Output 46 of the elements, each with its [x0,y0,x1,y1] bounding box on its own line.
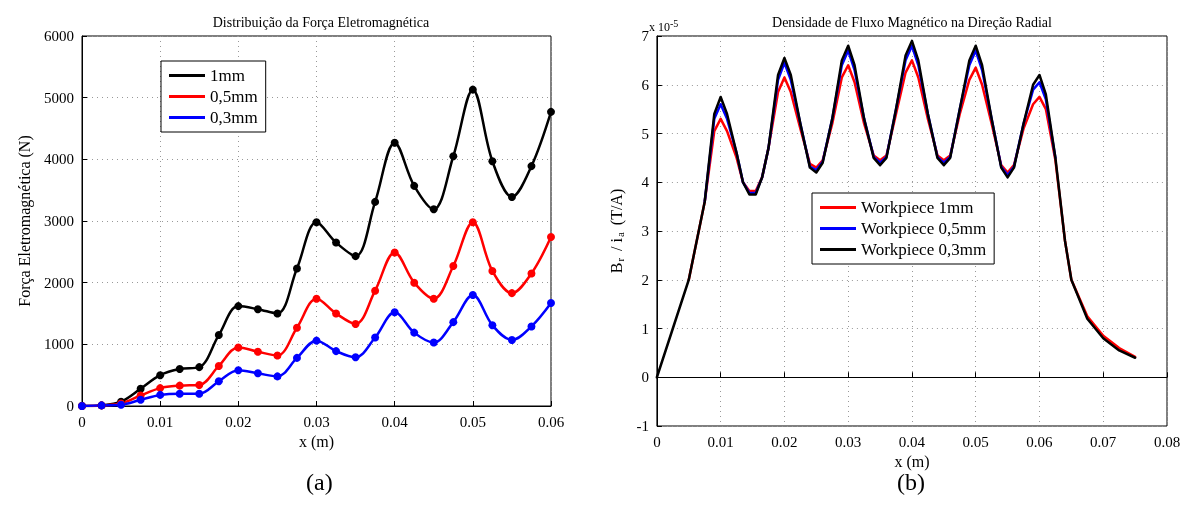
x-tick-label: 0 [78,413,86,430]
y-axis-title: Força Eletromagnética (N) [15,135,34,307]
x-tick-label: 0 [653,433,661,450]
y-tick-label: 2 [641,271,649,288]
x-tick-label: 0.03 [835,433,862,450]
x-axis-title: x (m) [298,433,335,452]
x-tick-label: 0.06 [1026,433,1054,450]
legend-label: 1mm [210,66,245,85]
y-tick-label: 6000 [44,28,74,44]
y-tick-label: 0 [641,369,649,386]
x-tick-label: 0.07 [1090,433,1117,450]
y-tick-label: 1 [641,320,649,337]
chart-title: Densidade de Fluxo Magnético na Direção Radial [772,14,1053,30]
y-tick-label: 3000 [44,213,74,229]
x-tick-label: 0.08 [1153,433,1181,450]
x-tick-label: 0.05 [962,433,989,450]
legend-label: Workpiece 0,5mm [861,219,987,238]
x-tick-label: 0.02 [225,413,252,430]
y-tick-label: 5 [641,125,649,142]
y-tick-label: 5000 [44,89,74,106]
y-tick-label: 2000 [44,274,74,291]
y-tick-label: 4000 [44,151,74,168]
text: (b) [897,469,925,495]
y-tick-label: 1000 [44,336,74,353]
x-tick-label: 0.04 [898,433,926,450]
y-axis-title: Br / ia (T/A) [607,188,626,274]
x-tick-label: 0.01 [707,433,734,450]
y-tick-label: 3 [641,223,649,239]
y-tick-label: 4 [641,174,650,191]
chart-title: Distribuição da Força Eletromagnética [212,14,431,30]
x-axis-title: x (m) [894,453,930,472]
text: (a) [306,469,333,495]
y-tick-label: 6 [641,76,650,93]
legend-label: 0,5mm [210,87,258,106]
x-tick-label: 0.05 [459,413,486,430]
y-tick-label: -1 [636,418,649,434]
x-tick-label: 0.02 [771,433,798,450]
y-tick-label: 7 [641,28,650,44]
y-tick-label: 0 [66,398,74,414]
x-tick-label: 0.04 [381,413,409,430]
legend-label: Workpiece 0,3mm [861,240,987,259]
x-tick-label: 0.06 [537,413,565,430]
legend-label: Workpiece 1mm [861,198,974,217]
legend-label: 0,3mm [210,108,258,127]
x-tick-label: 0.01 [147,413,174,430]
x-tick-label: 0.03 [303,413,330,430]
